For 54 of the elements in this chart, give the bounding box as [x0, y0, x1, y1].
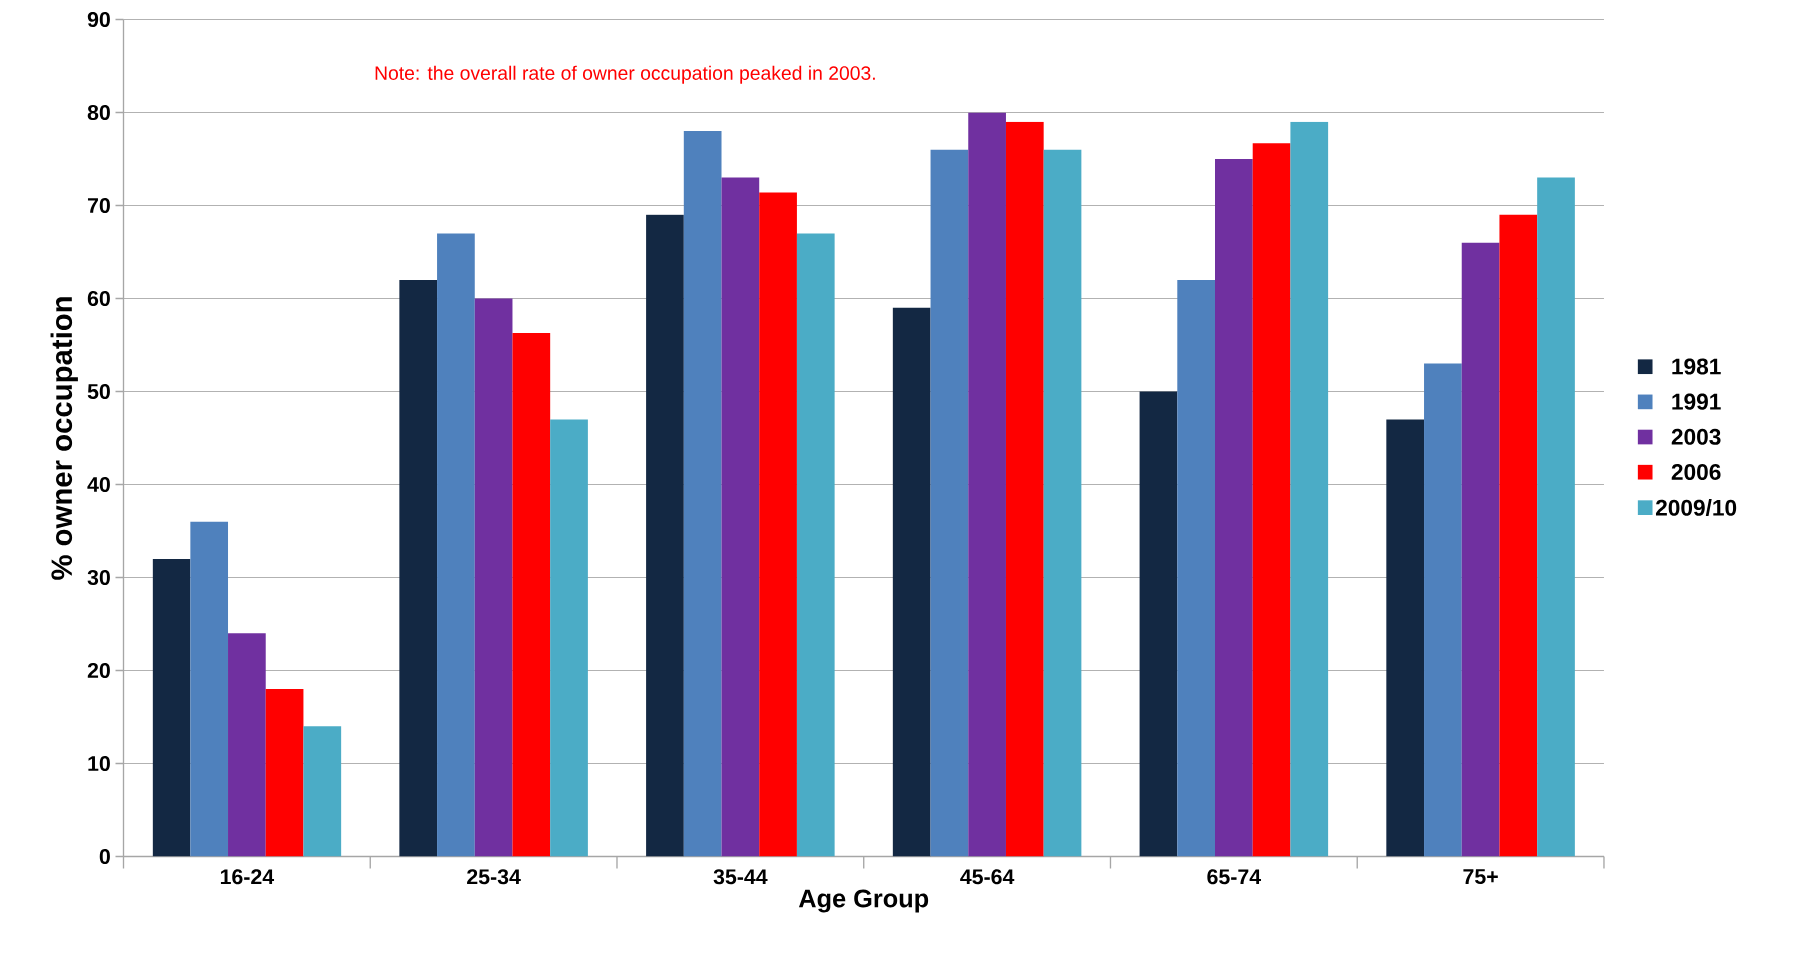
x-tick-label: 45-64	[960, 869, 1015, 885]
y-tick-label: 0	[99, 848, 110, 865]
bar	[1290, 121, 1329, 857]
y-tick-label: 50	[87, 383, 110, 400]
legend-label: 2009/10	[1655, 499, 1737, 516]
bar	[228, 633, 266, 857]
y-axis-title: % owner occupation	[50, 297, 78, 580]
bar	[399, 279, 438, 857]
bar	[930, 149, 969, 857]
bar	[1386, 419, 1425, 857]
bar	[892, 307, 931, 857]
bar	[1424, 363, 1462, 857]
bar	[474, 298, 513, 857]
x-tick-label: 25-34	[467, 869, 521, 885]
bar	[190, 521, 229, 857]
y-tick-label: 40	[87, 476, 110, 493]
annotation: Note: the overall rate of owner occupation peaked in 2003.	[375, 65, 875, 84]
y-tick-label: 10	[88, 755, 110, 772]
bar	[1499, 214, 1538, 857]
legend-label: 1981	[1672, 358, 1721, 375]
bar	[683, 131, 722, 857]
x-axis-title: Age Group	[798, 889, 929, 913]
legend-label: 2006	[1671, 463, 1721, 480]
bar	[721, 177, 760, 857]
bar	[1177, 279, 1215, 857]
x-tick-label: 35-44	[713, 869, 768, 885]
bar	[1043, 149, 1082, 857]
legend-label: 2003	[1671, 428, 1721, 445]
bar	[968, 112, 1006, 857]
x-tick-label: 75+	[1463, 869, 1498, 885]
y-tick-label: 20	[87, 662, 110, 679]
y-tick-label: 30	[87, 569, 110, 586]
bar	[303, 726, 342, 857]
bar	[796, 233, 835, 857]
bar	[1252, 143, 1291, 857]
legend-label: 1991	[1672, 393, 1721, 410]
bar	[437, 233, 475, 857]
bar	[512, 332, 551, 857]
y-tick-label: 80	[87, 104, 110, 121]
bar	[265, 689, 304, 857]
bar	[1139, 391, 1178, 857]
bar	[152, 558, 191, 857]
bar	[550, 419, 588, 857]
y-tick-label: 70	[87, 197, 110, 214]
bar	[1215, 159, 1253, 857]
x-tick-label: 65-74	[1207, 869, 1262, 885]
bar	[646, 214, 684, 857]
y-tick-label: 90	[87, 11, 110, 28]
bar	[1537, 177, 1575, 857]
x-tick-label: 16-24	[220, 869, 275, 885]
bar	[1005, 121, 1044, 857]
bar	[1461, 242, 1500, 857]
y-tick-label: 60	[87, 290, 110, 307]
bar	[759, 192, 797, 857]
